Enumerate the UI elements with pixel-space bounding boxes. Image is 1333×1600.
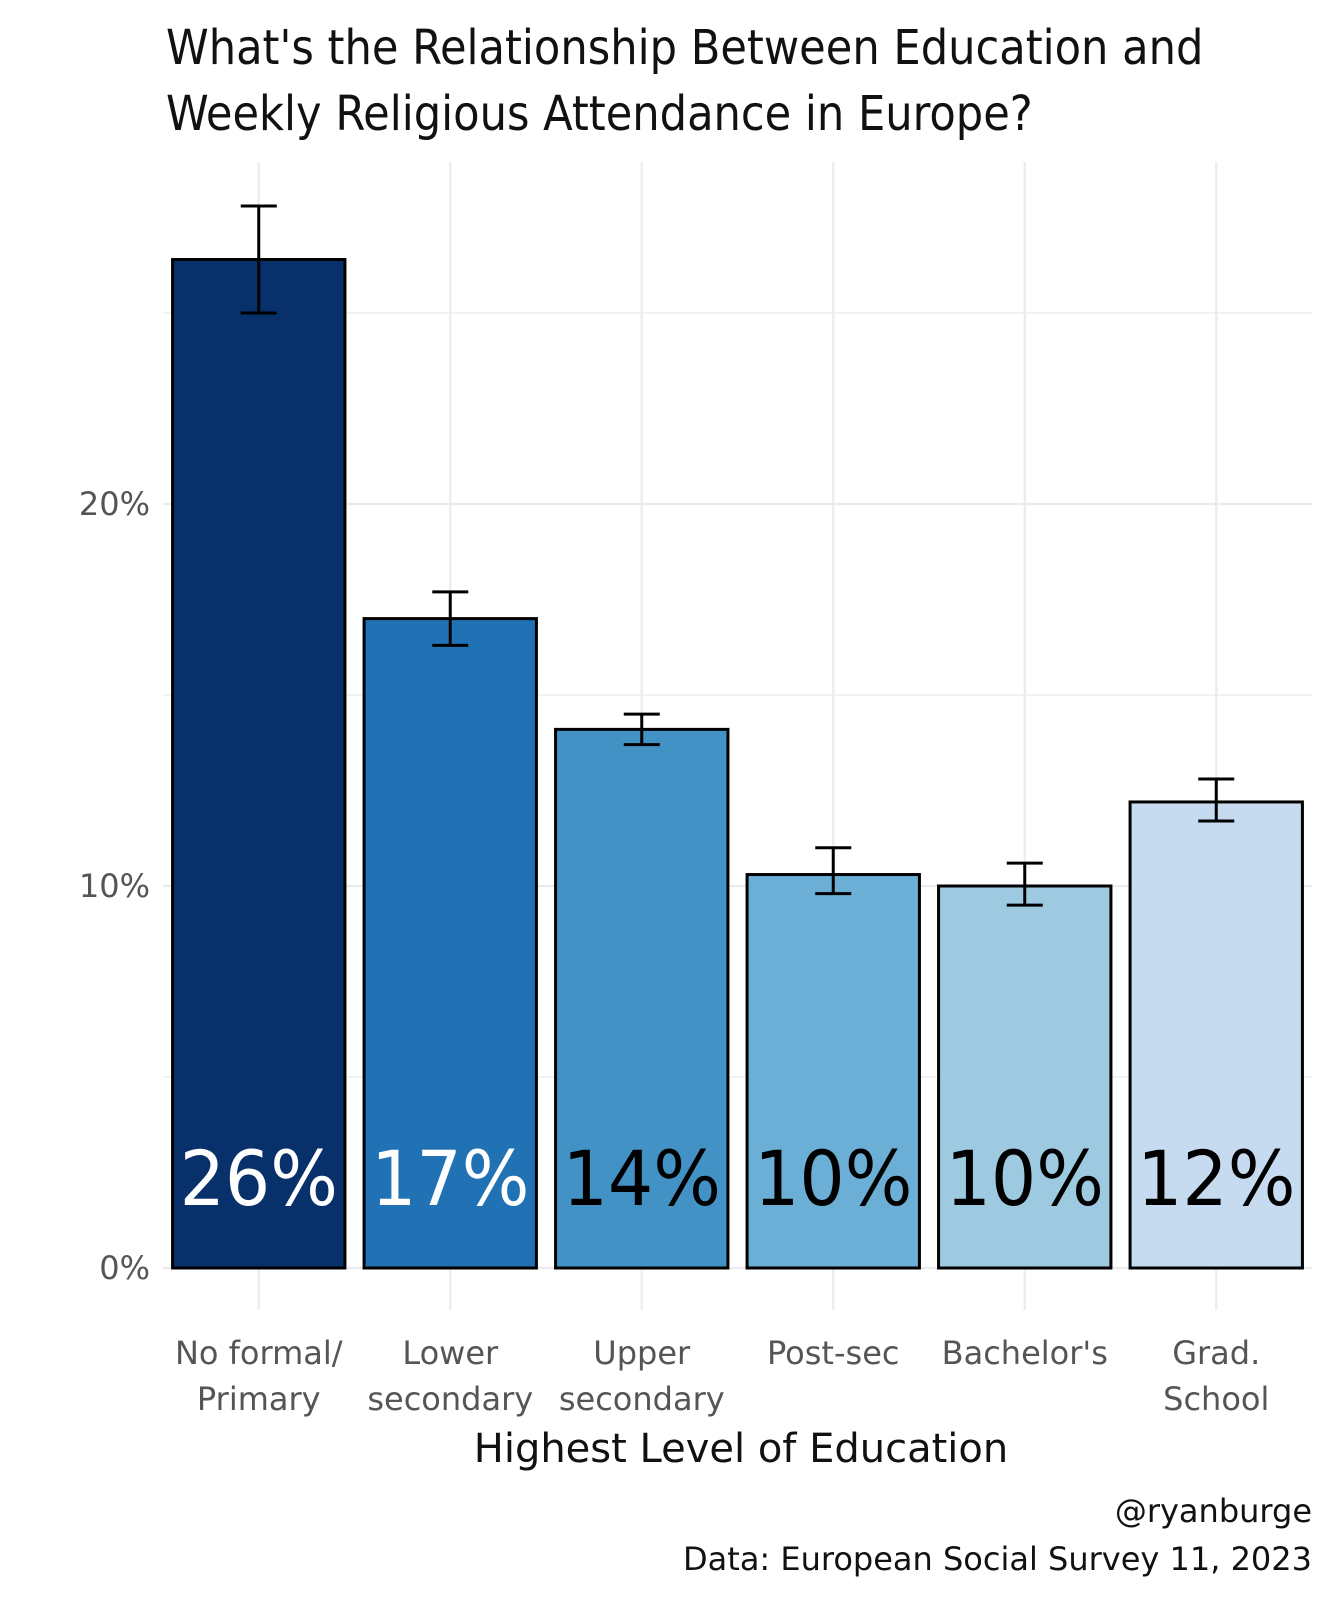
bar-value-label: 14% [563,1134,721,1223]
y-axis-ticks: 0% 10% 20% [79,485,150,1287]
bar [554,727,730,1270]
x-tick-label: Primary [197,1380,321,1418]
bar-value-label: 10% [754,1134,912,1223]
bar-value-label: 12% [1137,1134,1295,1223]
chart-title-line-1: What's the Relationship Between Educatio… [166,20,1203,76]
x-tick-label: No formal/ [175,1334,343,1372]
bar-value-label: 26% [180,1134,338,1223]
x-tick-label: Lower [402,1334,499,1372]
x-axis-ticks: No formal/Primary Lower secondary Upper seco… [175,1334,1269,1418]
bar [1128,800,1304,1270]
y-tick-label: 0% [99,1249,150,1287]
bar [171,258,347,1270]
bar-value-label: 10% [946,1134,1104,1223]
y-tick-label: 10% [79,867,150,905]
x-tick-label: Bachelor's [942,1334,1108,1372]
x-tick-label: Upper [593,1334,691,1372]
caption-handle: @ryanburge [1115,1492,1312,1530]
caption: @ryanburge Data: European Social Survey … [683,1492,1312,1578]
x-tick-label: School [1163,1380,1269,1418]
y-tick-label: 20% [79,485,150,523]
bar [362,617,538,1270]
error-bars [240,204,1235,907]
bar-value-label: 17% [371,1134,529,1223]
data-labels: 26% 17% 14% 10% 10% 12% [180,1134,1296,1223]
caption-source: Data: European Social Survey 11, 2023 [683,1540,1312,1578]
bars [171,258,1304,1270]
chart-title-line-2: Weekly Religious Attendance in Europe? [166,86,1033,142]
x-tick-label: Grad. [1172,1334,1260,1372]
chart-title: What's the Relationship Between Educatio… [166,20,1203,142]
x-tick-label: secondary [559,1380,725,1418]
x-tick-label: Post-sec [767,1334,899,1372]
x-tick-label: secondary [367,1380,533,1418]
x-axis-title: Highest Level of Education [474,1426,1009,1472]
